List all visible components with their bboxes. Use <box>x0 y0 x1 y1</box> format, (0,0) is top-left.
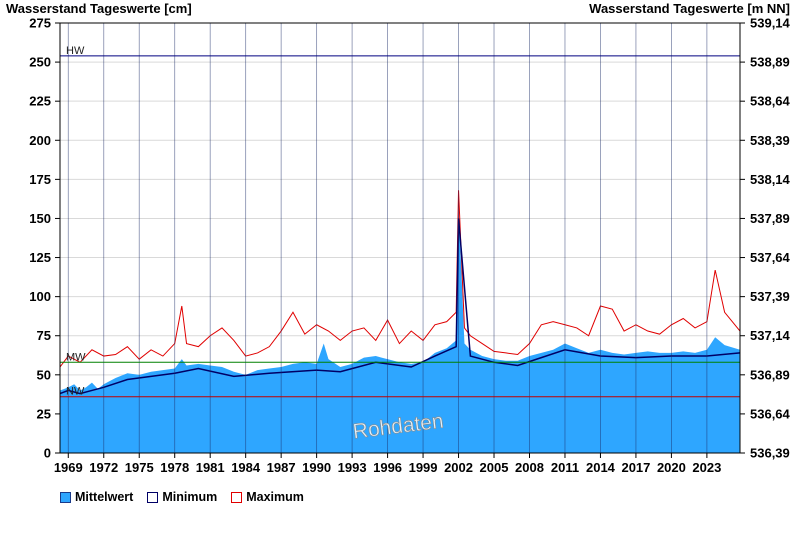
y-left-tick-label: 0 <box>44 446 51 461</box>
x-tick-label: 2020 <box>657 460 686 475</box>
y-left-tick-label: 125 <box>29 250 51 265</box>
y-right-tick-label: 537,14 <box>750 328 791 343</box>
y-left-tick-label: 275 <box>29 16 51 31</box>
y-right-tick-label: 538,89 <box>750 55 790 70</box>
y-right-tick-label: 536,39 <box>750 446 790 461</box>
x-tick-label: 1987 <box>267 460 296 475</box>
y-left-tick-label: 175 <box>29 172 51 187</box>
y-left-tick-label: 150 <box>29 211 51 226</box>
left-axis-title: Wasserstand Tageswerte [cm] <box>6 1 192 16</box>
x-tick-label: 1999 <box>409 460 438 475</box>
y-left-tick-label: 75 <box>37 328 51 343</box>
y-right-tick-label: 536,64 <box>750 406 791 421</box>
right-axis-title: Wasserstand Tageswerte [m NN] <box>589 1 790 16</box>
y-right-tick-label: 537,39 <box>750 289 790 304</box>
x-axis: 1969 1972 1975 1978 1981 1984 1987 1990 1993 1996… <box>54 453 721 475</box>
x-tick-label: 2017 <box>621 460 650 475</box>
x-tick-label: 2005 <box>480 460 509 475</box>
series-mean-area <box>60 205 740 453</box>
x-tick-label: 1993 <box>338 460 367 475</box>
y-left-tick-label: 25 <box>37 406 51 421</box>
legend-item-minimum: Minimum <box>147 490 217 504</box>
reference-label-hw: HW <box>66 45 85 57</box>
legend-swatch-maximum <box>231 491 243 503</box>
y-left-tick-label: 225 <box>29 94 51 109</box>
legend-item-maximum: Maximum <box>231 490 304 504</box>
y-left-tick-label: 250 <box>29 55 51 70</box>
y-axis-left: 0 25 50 75 100 125 150 175 200 225 250 275 <box>29 16 60 461</box>
y-axis-right: 536,39 536,64 536,89 537,14 537,39 537,64 537,… <box>740 16 791 461</box>
legend-item-mean: Mittelwert <box>60 490 133 504</box>
plot-border <box>59 22 741 454</box>
x-tick-label: 2008 <box>515 460 544 475</box>
reference-lines: HW MW NW <box>60 45 740 398</box>
x-tick-label: 1981 <box>196 460 225 475</box>
y-left-tick-label: 100 <box>29 289 51 304</box>
x-tick-label: 1984 <box>231 460 261 475</box>
y-right-tick-label: 539,14 <box>750 16 791 31</box>
y-right-tick-label: 536,89 <box>750 367 790 382</box>
x-tick-label: 1996 <box>373 460 402 475</box>
reference-label-mw: MW <box>66 351 86 363</box>
legend: Mittelwert Minimum Maximum <box>60 490 304 504</box>
y-right-tick-label: 538,39 <box>750 133 790 148</box>
series-minimum-line <box>59 218 741 395</box>
y-right-tick-label: 538,14 <box>750 172 791 187</box>
x-tick-label: 2002 <box>444 460 473 475</box>
series-maximum-line <box>59 190 741 368</box>
reference-label-nw: NW <box>66 386 85 398</box>
y-right-tick-label: 537,89 <box>750 211 790 226</box>
x-tick-label: 2023 <box>692 460 721 475</box>
x-tick-label: 1978 <box>160 460 189 475</box>
legend-label-maximum: Maximum <box>246 490 304 504</box>
legend-label-mean: Mittelwert <box>75 490 134 504</box>
legend-swatch-mean <box>60 491 71 503</box>
x-tick-label: 1975 <box>125 460 154 475</box>
legend-swatch-minimum <box>147 491 159 503</box>
vertical-gridlines <box>67 23 708 453</box>
y-right-tick-label: 538,64 <box>750 94 791 109</box>
y-left-tick-label: 200 <box>29 133 51 148</box>
x-tick-label: 1972 <box>89 460 118 475</box>
legend-label-minimum: Minimum <box>162 490 218 504</box>
x-tick-label: 1969 <box>54 460 83 475</box>
plot-frame <box>59 22 741 454</box>
series-layer <box>59 190 741 453</box>
y-right-tick-label: 537,64 <box>750 250 791 265</box>
y-left-tick-label: 50 <box>37 367 51 382</box>
x-tick-label: 2014 <box>586 460 616 475</box>
x-tick-label: 1990 <box>302 460 331 475</box>
x-tick-label: 2011 <box>551 460 579 475</box>
